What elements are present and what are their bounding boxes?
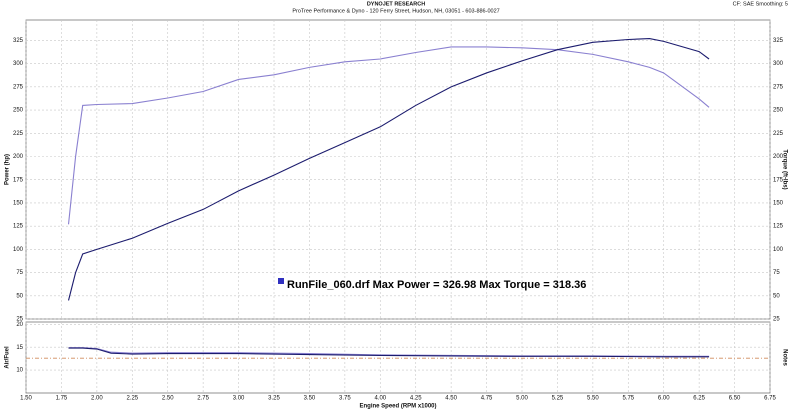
annotation: RunFile_060.drf Max Power = 326.98 Max T… [287,279,586,291]
y-tick-label: 225 [13,131,24,137]
y2-tick-label: 50 [773,293,780,299]
y-tick-label: 50 [16,293,23,299]
y2-tick-label: 200 [773,154,784,160]
y-tick-label: 25 [16,317,23,323]
y2-tick-label: 100 [773,247,784,253]
x-tick-label: 6.75 [764,396,776,402]
y2-tick-label: 175 [773,177,784,183]
y-tick-label: 15 [16,345,23,351]
x-tick-label: 5.75 [622,396,634,402]
x-tick-label: 4.00 [374,396,386,402]
y-tick-label: 300 [13,61,24,67]
y2-axis-label: Torque (ft-lbs) [781,149,787,189]
y2-axis-label: Notes [781,349,787,366]
y2-tick-label: 300 [773,61,784,67]
x-tick-label: 2.25 [126,396,138,402]
x-tick-label: 5.00 [516,396,528,402]
y2-tick-label: 250 [773,108,784,114]
header-title: DYNOJET RESEARCH [367,1,425,7]
y-tick-label: 175 [13,177,24,183]
x-tick-label: 6.25 [693,396,705,402]
y-tick-label: 250 [13,108,24,114]
y2-tick-label: 150 [773,201,784,207]
y-axis-label: Power (hp) [5,154,11,185]
x-tick-label: 1.75 [56,396,68,402]
y2-tick-label: 75 [773,270,780,276]
y-axis-label: Air/Fuel [5,346,11,369]
x-tick-label: 3.25 [268,396,280,402]
plot-frame [25,19,771,320]
x-tick-label: 4.50 [445,396,457,402]
plot-frame [25,321,771,394]
x-tick-label: 6.00 [658,396,670,402]
x-tick-label: 2.75 [197,396,209,402]
y-tick-label: 150 [13,201,24,207]
y-tick-label: 275 [13,84,24,90]
y2-tick-label: 225 [773,131,784,137]
annotation-swatch [278,278,284,284]
y-tick-label: 10 [16,368,23,374]
x-tick-label: 1.50 [20,396,32,402]
x-tick-label: 5.25 [552,396,564,402]
header-settings: CF: SAE Smoothing: 5 [733,1,788,7]
y-tick-label: 325 [13,38,24,44]
series-line [67,38,710,301]
y-tick-label: 20 [16,322,23,328]
x-tick-label: 4.25 [410,396,422,402]
y-tick-label: 100 [13,247,24,253]
x-tick-label: 2.50 [162,396,174,402]
x-axis-label: Engine Speed (RPM x1000) [359,404,436,410]
x-tick-label: 5.50 [587,396,599,402]
y-tick-label: 75 [16,270,23,276]
x-tick-label: 3.50 [304,396,316,402]
x-tick-label: 2.00 [91,396,103,402]
series-line [67,46,710,225]
series-line [68,347,710,358]
x-tick-label: 3.75 [339,396,351,402]
x-tick-label: 3.00 [233,396,245,402]
x-tick-label: 6.50 [729,396,741,402]
header-subtitle: ProTree Performance & Dyno - 120 Ferry S… [292,8,499,14]
y-tick-label: 125 [13,224,24,230]
y-tick-label: 200 [13,154,24,160]
y2-tick-label: 25 [773,317,780,323]
y2-tick-label: 325 [773,38,784,44]
y2-tick-label: 275 [773,84,784,90]
y2-tick-label: 125 [773,224,784,230]
x-tick-label: 4.75 [481,396,493,402]
